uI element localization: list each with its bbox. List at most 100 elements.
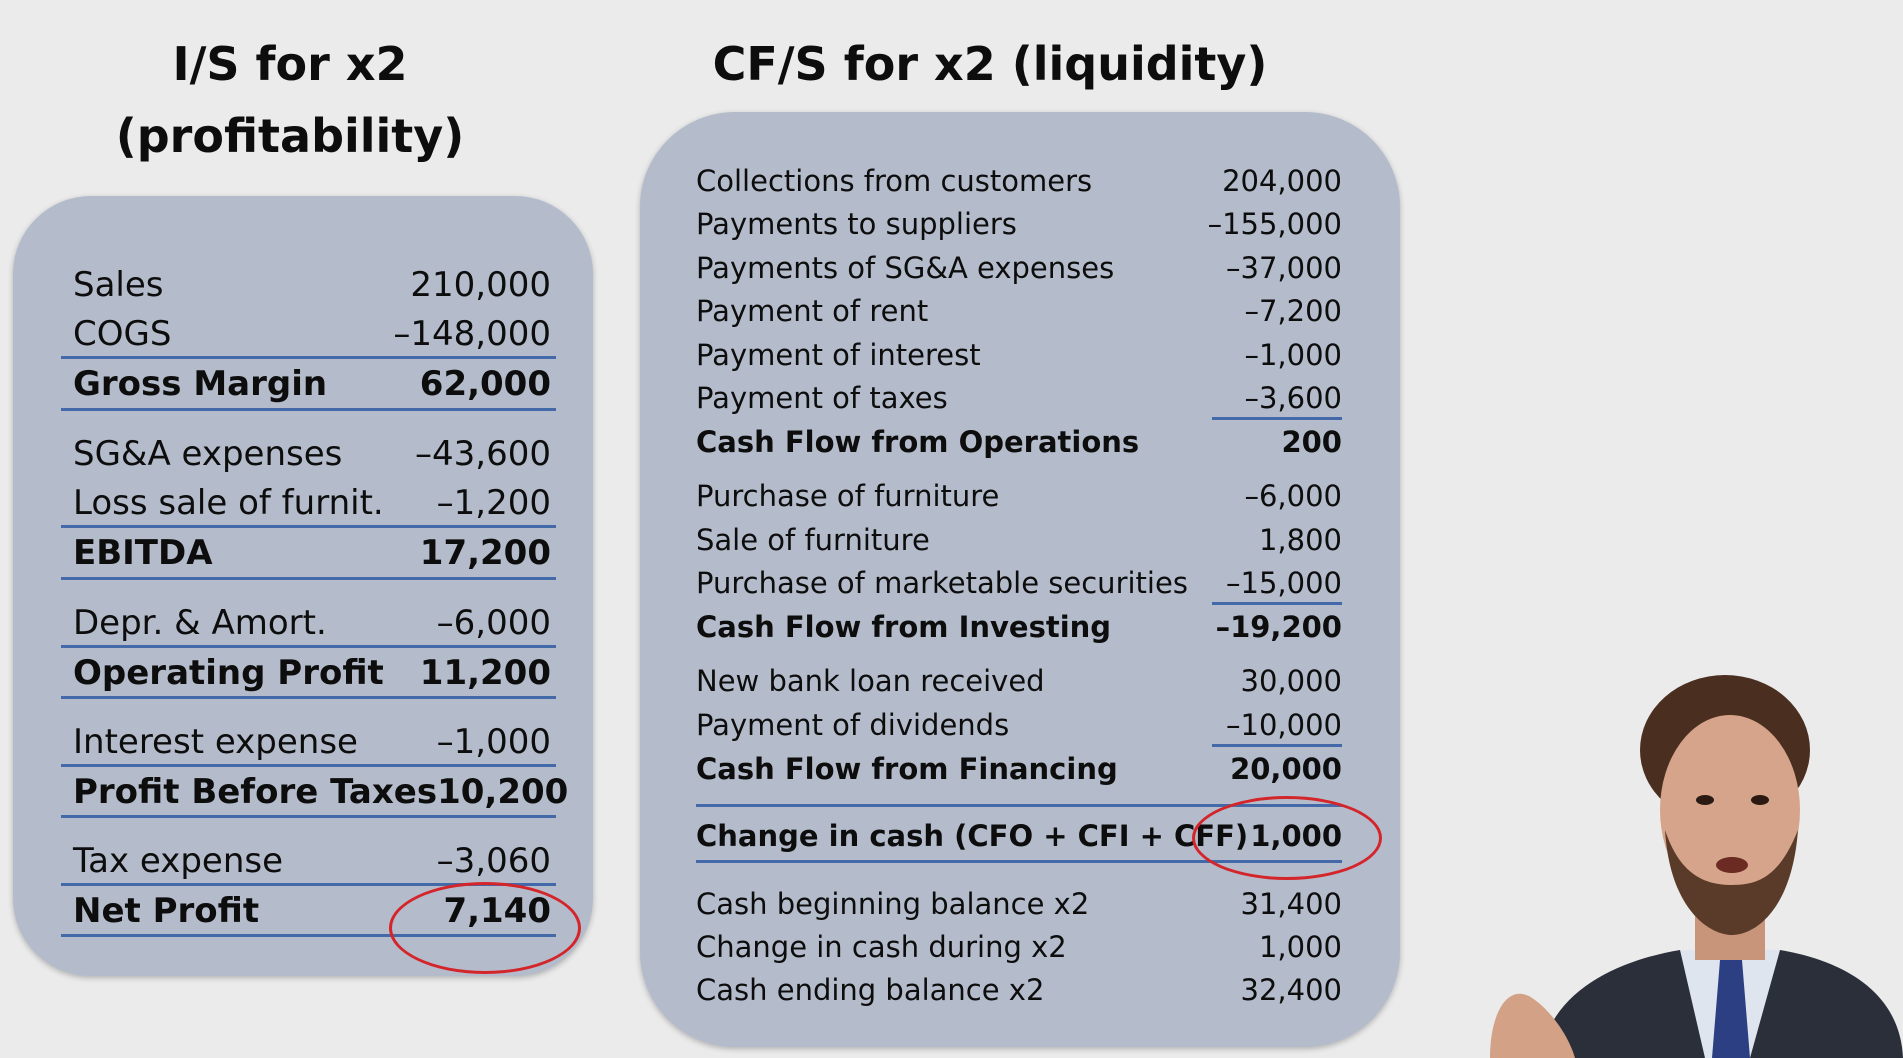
underline — [61, 815, 556, 818]
income-statement-panel: Sales 210,000 COGS –148,000 Gross Margin… — [13, 196, 593, 976]
underline — [1212, 417, 1342, 420]
underline — [61, 577, 556, 580]
is-value: –1,200 — [436, 483, 551, 523]
cf-value: 204,000 — [1222, 164, 1342, 198]
is-value: –148,000 — [393, 314, 551, 354]
cf-value: –155,000 — [1207, 207, 1342, 241]
is-label: Sales — [73, 265, 164, 305]
is-label: EBITDA — [73, 533, 213, 573]
is-row-operating-profit: Operating Profit 11,200 — [73, 649, 551, 697]
cf-value: 31,400 — [1240, 887, 1342, 921]
is-label: SG&A expenses — [73, 434, 343, 474]
cf-label: Payments of SG&A expenses — [696, 251, 1115, 285]
cf-label: Payment of dividends — [696, 708, 1010, 742]
cf-label: Payment of interest — [696, 338, 981, 372]
is-value: 62,000 — [419, 364, 551, 404]
cf-label: Sale of furniture — [696, 523, 930, 557]
cf-row-cfo: Cash Flow from Operations 200 — [696, 421, 1342, 463]
cf-label: Collections from customers — [696, 164, 1093, 198]
cf-value: –37,000 — [1226, 251, 1342, 285]
is-value: –1,000 — [436, 722, 551, 762]
is-label: Gross Margin — [73, 364, 328, 404]
underline — [61, 934, 556, 937]
cf-label: Change in cash during x2 — [696, 930, 1067, 964]
underline — [1212, 602, 1342, 605]
presenter-video — [1480, 660, 1903, 1058]
cf-value: –6,000 — [1244, 479, 1342, 513]
underline — [61, 408, 556, 411]
cf-row-collections: Collections from customers 204,000 — [696, 160, 1342, 202]
cf-row-cfi: Cash Flow from Investing –19,200 — [696, 606, 1342, 648]
cf-value: 1,000 — [1258, 930, 1342, 964]
is-row-gross-margin: Gross Margin 62,000 — [73, 360, 551, 408]
is-value: –3,060 — [436, 841, 551, 881]
income-statement-title: I/S for x2 (profitability) — [115, 37, 465, 163]
cf-label: Cash Flow from Investing — [696, 610, 1112, 644]
cf-value: 30,000 — [1240, 664, 1342, 698]
is-value: 17,200 — [419, 533, 551, 573]
is-label: Loss sale of furnit. — [73, 483, 384, 523]
cf-label: Payment of rent — [696, 294, 929, 328]
cash-flow-statement-panel: Collections from customers 204,000 Payme… — [640, 112, 1400, 1047]
net-profit-highlight-circle — [389, 882, 581, 974]
cf-row-cash-ending: Cash ending balance x2 32,400 — [696, 969, 1342, 1011]
cf-row-bank-loan: New bank loan received 30,000 — [696, 660, 1342, 702]
is-row-pbt: Profit Before Taxes 10,200 — [73, 768, 568, 816]
cf-row-sale-furniture: Sale of furniture 1,800 — [696, 519, 1342, 561]
underline — [1212, 744, 1342, 747]
cf-value: –1,000 — [1244, 338, 1342, 372]
cf-row-securities: Purchase of marketable securities –15,00… — [696, 562, 1342, 604]
cf-row-purchase-furniture: Purchase of furniture –6,000 — [696, 475, 1342, 517]
underline — [61, 883, 556, 886]
cf-value: 1,800 — [1258, 523, 1342, 557]
cf-row-taxes: Payment of taxes –3,600 — [696, 377, 1342, 419]
cf-label: Change in cash (CFO + CFI + CFF) — [696, 819, 1249, 853]
cf-value: –10,000 — [1226, 708, 1342, 742]
is-label: Interest expense — [73, 722, 358, 762]
underline — [61, 356, 556, 359]
is-value: 11,200 — [419, 653, 551, 693]
cf-value: 20,000 — [1230, 752, 1342, 786]
cf-row-dividends: Payment of dividends –10,000 — [696, 704, 1342, 746]
is-row-depr: Depr. & Amort. –6,000 — [73, 599, 551, 647]
cf-label: Payments to suppliers — [696, 207, 1017, 241]
cf-value: –7,200 — [1244, 294, 1342, 328]
underline — [696, 804, 1342, 807]
is-row-loss-sale: Loss sale of furnit. –1,200 — [73, 479, 551, 527]
is-value: –43,600 — [415, 434, 551, 474]
is-row-interest: Interest expense –1,000 — [73, 718, 551, 766]
cf-label: New bank loan received — [696, 664, 1045, 698]
cf-label: Purchase of furniture — [696, 479, 1000, 513]
cf-label: Cash Flow from Financing — [696, 752, 1118, 786]
underline — [696, 860, 1342, 863]
is-value: 210,000 — [410, 265, 551, 305]
is-label: Operating Profit — [73, 653, 384, 693]
cf-value: –15,000 — [1226, 566, 1342, 600]
change-in-cash-highlight-circle — [1192, 796, 1382, 880]
cf-row-interest: Payment of interest –1,000 — [696, 334, 1342, 376]
is-value: –6,000 — [436, 603, 551, 643]
is-row-tax: Tax expense –3,060 — [73, 837, 551, 885]
cf-row-cff: Cash Flow from Financing 20,000 — [696, 748, 1342, 790]
cf-label: Payment of taxes — [696, 381, 948, 415]
is-label: Tax expense — [73, 841, 284, 881]
is-row-ebitda: EBITDA 17,200 — [73, 529, 551, 577]
is-label: Net Profit — [73, 891, 260, 931]
is-row-cogs: COGS –148,000 — [73, 310, 551, 358]
cf-row-sga: Payments of SG&A expenses –37,000 — [696, 247, 1342, 289]
cf-row-rent: Payment of rent –7,200 — [696, 290, 1342, 332]
cf-label: Cash Flow from Operations — [696, 425, 1140, 459]
underline — [61, 525, 556, 528]
is-value: 10,200 — [437, 772, 569, 812]
underline — [61, 645, 556, 648]
cash-flow-statement-title: CF/S for x2 (liquidity) — [712, 37, 1268, 91]
cf-value: –3,600 — [1244, 381, 1342, 415]
cf-label: Purchase of marketable securities — [696, 566, 1188, 600]
cf-row-cash-beginning: Cash beginning balance x2 31,400 — [696, 883, 1342, 925]
cf-row-suppliers: Payments to suppliers –155,000 — [696, 203, 1342, 245]
is-label: Profit Before Taxes — [73, 772, 438, 812]
cf-value: –19,200 — [1215, 610, 1342, 644]
is-label: COGS — [73, 314, 172, 354]
underline — [61, 764, 556, 767]
cf-row-change-during: Change in cash during x2 1,000 — [696, 926, 1342, 968]
